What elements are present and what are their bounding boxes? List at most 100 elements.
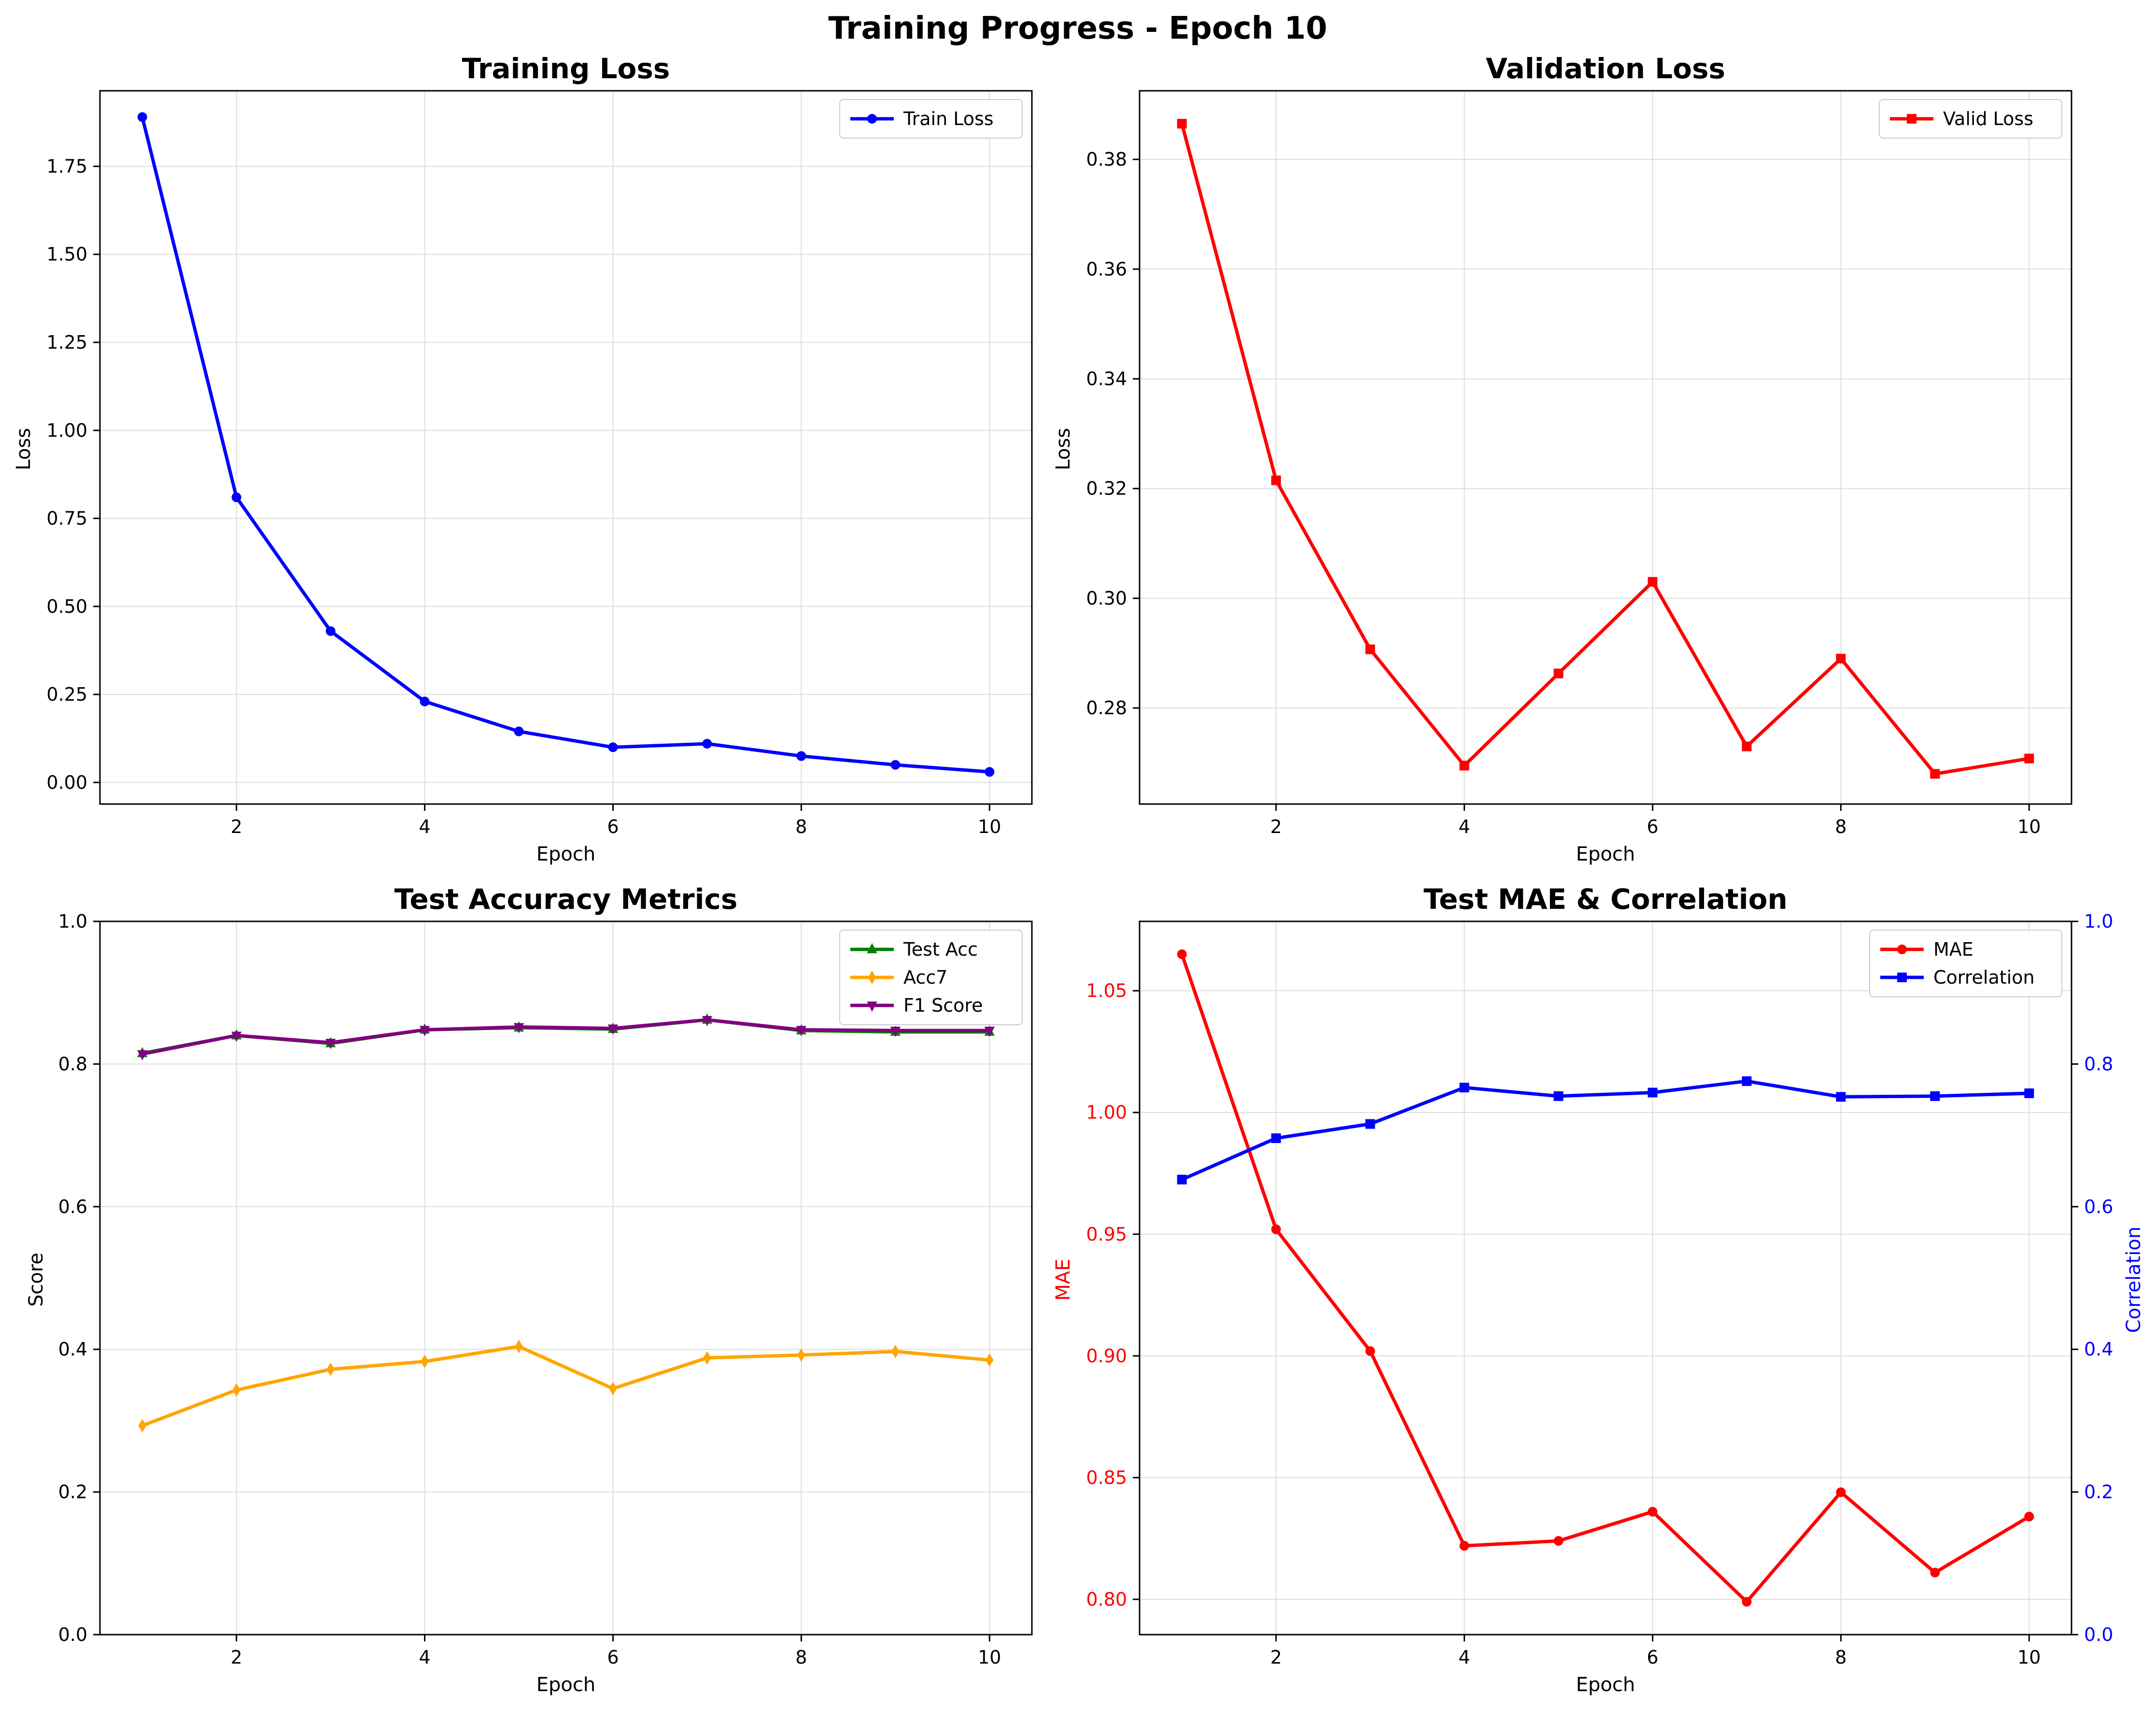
legend-box xyxy=(1869,930,2062,997)
legend-swatch-marker xyxy=(867,114,877,124)
x-tick-label: 8 xyxy=(1835,1647,1846,1668)
y-tick-label: 0.75 xyxy=(46,508,87,529)
y-axis-label: Loss xyxy=(1052,428,1074,470)
plot-frame xyxy=(1139,90,2072,805)
data-point xyxy=(796,751,806,761)
data-point xyxy=(1836,1092,1846,1102)
series-acc7 xyxy=(138,1340,994,1433)
data-point xyxy=(325,1039,336,1049)
y-tick-label: 0.0 xyxy=(58,1624,87,1645)
legend-box xyxy=(1879,99,2062,139)
legend-box xyxy=(839,930,1023,1025)
x-tick-label: 10 xyxy=(2017,1647,2041,1668)
y-axis-label: Loss xyxy=(13,428,35,470)
y-tick-label: 1.50 xyxy=(46,244,87,265)
chart-title: Test MAE & Correlation xyxy=(1423,883,1788,916)
legend-label: F1 Score xyxy=(903,995,983,1016)
data-point xyxy=(514,726,524,736)
x-tick-label: 8 xyxy=(1835,816,1846,837)
data-point xyxy=(1271,475,1281,485)
test-accuracy-chart: Test Accuracy Metrics Epoch Score 2 4 6 8 10… xyxy=(25,883,1033,1696)
data-point xyxy=(232,1383,240,1397)
legend: Train Loss xyxy=(839,99,1023,139)
grid xyxy=(1140,921,2071,1635)
data-point xyxy=(1742,1076,1752,1086)
data-point xyxy=(984,1026,995,1037)
y-tick-label: 0.25 xyxy=(46,684,87,705)
data-point xyxy=(421,1355,429,1369)
chart-title: Training Loss xyxy=(462,52,670,85)
data-point xyxy=(702,739,712,749)
legend: Test Acc Acc7 F1 Score xyxy=(839,930,1023,1025)
series-mae xyxy=(1177,949,2034,1607)
x-tick-label: 4 xyxy=(1458,816,1470,837)
y-tick-label: 1.75 xyxy=(46,155,87,177)
x-tick-label: 2 xyxy=(231,816,242,837)
data-point xyxy=(420,696,430,706)
data-point xyxy=(1459,1541,1469,1551)
data-point xyxy=(608,742,618,752)
x-axis-label: Epoch xyxy=(536,843,595,865)
data-point xyxy=(890,760,901,770)
series-line xyxy=(1180,1079,2031,1182)
data-point xyxy=(890,1026,901,1037)
data-point xyxy=(515,1340,523,1354)
y-tick-label: 1.25 xyxy=(46,332,87,353)
data-point xyxy=(891,1344,900,1358)
legend-label: Valid Loss xyxy=(1943,108,2033,129)
y-tick-label: 0.00 xyxy=(46,772,87,793)
y-tick-label: 0.95 xyxy=(1086,1224,1127,1245)
legend-label: MAE xyxy=(1933,939,1973,960)
data-point xyxy=(419,1026,430,1036)
data-point xyxy=(1648,577,1658,587)
right-y-tick-label: 0.4 xyxy=(2084,1339,2113,1360)
legend-swatch-marker xyxy=(1907,114,1916,124)
data-point xyxy=(1930,769,1940,779)
data-point xyxy=(1271,1133,1281,1144)
right-y-tick-label: 1.0 xyxy=(2084,911,2113,932)
data-point xyxy=(607,1024,619,1035)
data-point xyxy=(1930,1568,1940,1578)
right-y-tick-label: 0.8 xyxy=(2084,1053,2113,1074)
data-point xyxy=(325,626,336,636)
data-point xyxy=(1177,1174,1187,1185)
data-point xyxy=(985,767,995,777)
y-tick-label: 1.00 xyxy=(46,420,87,441)
x-tick-label: 4 xyxy=(1458,1647,1470,1668)
figure-title: Training Progress - Epoch 10 xyxy=(828,11,1327,46)
x-tick-label: 2 xyxy=(1270,1647,1282,1668)
x-tick-label: 2 xyxy=(1270,816,1282,837)
data-point xyxy=(1648,1507,1658,1517)
y-tick-label: 0.2 xyxy=(58,1482,87,1503)
data-point xyxy=(1365,644,1375,654)
data-point xyxy=(986,1353,994,1367)
data-point xyxy=(1365,1119,1375,1129)
validation-loss-chart: Validation Loss Epoch Loss 2 4 6 8 10 0.28 0.3… xyxy=(1052,52,2072,865)
data-point xyxy=(797,1348,805,1362)
series-line xyxy=(141,1018,991,1056)
legend: Valid Loss xyxy=(1879,99,2062,139)
legend-box xyxy=(839,99,1023,139)
data-point xyxy=(1365,1346,1375,1356)
x-axis-label: Epoch xyxy=(1576,843,1635,865)
y-tick-label: 1.05 xyxy=(1086,980,1127,1002)
chart-title: Validation Loss xyxy=(1486,52,1725,85)
series-f1-score xyxy=(137,1016,995,1060)
legend-swatch-marker xyxy=(868,971,876,984)
x-tick-label: 6 xyxy=(1647,816,1658,837)
y-tick-label: 0.36 xyxy=(1086,258,1127,280)
data-point xyxy=(1553,1091,1564,1101)
series-line xyxy=(1180,122,2031,776)
series-line xyxy=(141,115,991,774)
x-tick-label: 10 xyxy=(978,816,1001,837)
data-point xyxy=(1553,668,1564,678)
data-point xyxy=(137,112,147,122)
right-y-tick-label: 0.6 xyxy=(2084,1196,2113,1217)
y-tick-label: 0.50 xyxy=(46,596,87,617)
data-point xyxy=(137,1050,148,1060)
legend-swatch-marker xyxy=(1897,973,1907,982)
y-axis-label: Score xyxy=(25,1253,47,1307)
y-tick-label: 0.85 xyxy=(1086,1467,1127,1488)
right-y-tick-label: 0.2 xyxy=(2084,1482,2113,1503)
